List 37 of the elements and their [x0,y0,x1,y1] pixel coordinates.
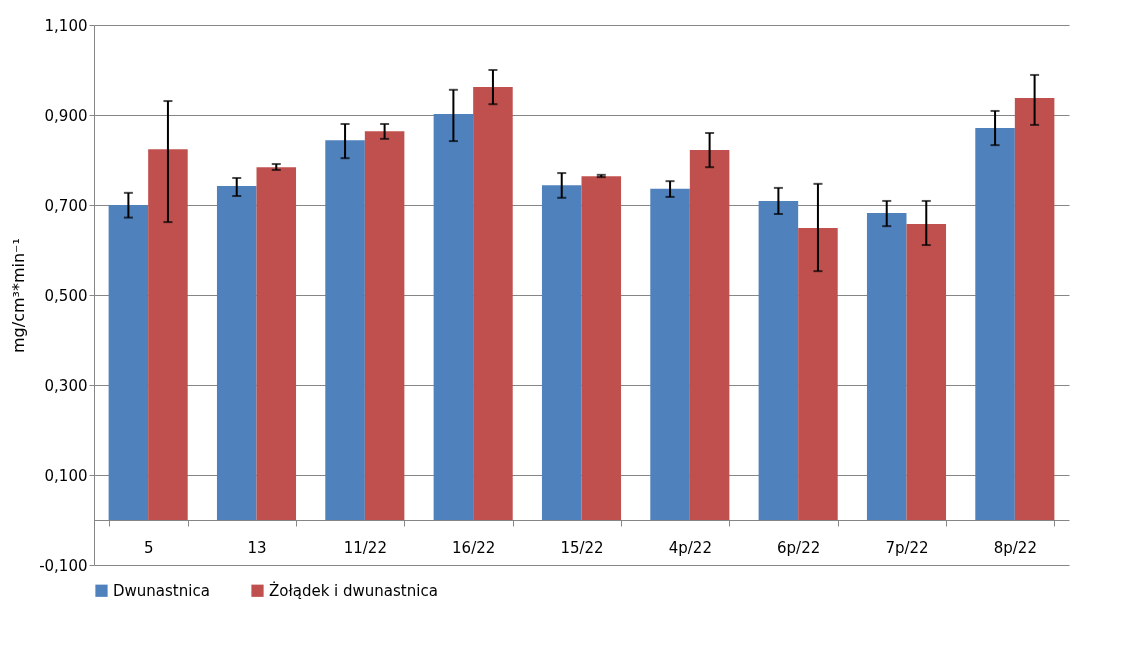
y-tick-label: 0,700 [44,196,88,215]
bar [364,131,405,520]
bar [148,149,188,520]
y-tick-label: 0,100 [44,466,88,485]
bar [216,186,257,520]
x-tick-label: 16/22 [452,538,496,557]
bar [798,227,838,520]
y-tick-label: -0,100 [39,556,88,575]
legend-label: Dwunastnica [113,581,210,600]
bar [866,213,907,520]
y-tick-label: 0,900 [44,106,88,125]
bar [108,205,149,520]
x-tick-label: 13 [247,538,267,557]
y-axis-title: mg/cm³*min⁻¹ [9,238,29,353]
bar [650,188,690,520]
x-tick-label: 11/22 [343,538,387,557]
x-tick-label: 15/22 [560,538,604,557]
x-tick-label: 5 [143,538,154,557]
x-tick-label: 4p/22 [668,538,712,557]
bar [433,114,474,520]
y-tick-label: 0,300 [44,376,88,395]
bar [473,87,513,520]
x-tick-label: 6p/22 [777,538,821,557]
bar [758,200,799,520]
bar [581,176,622,520]
y-tick-label: 1,100 [44,16,88,35]
legend-label: Żołądek i dwunastnica [269,580,438,600]
bar [906,223,947,520]
y-tick-label: 0,500 [44,286,88,305]
bar [1014,97,1055,520]
bar [975,128,1015,520]
x-tick-label: 7p/22 [885,538,929,557]
bar [256,167,297,520]
bar [689,150,730,520]
bar [325,140,365,520]
x-tick-label: 8p/22 [993,538,1037,557]
bar [541,185,582,520]
